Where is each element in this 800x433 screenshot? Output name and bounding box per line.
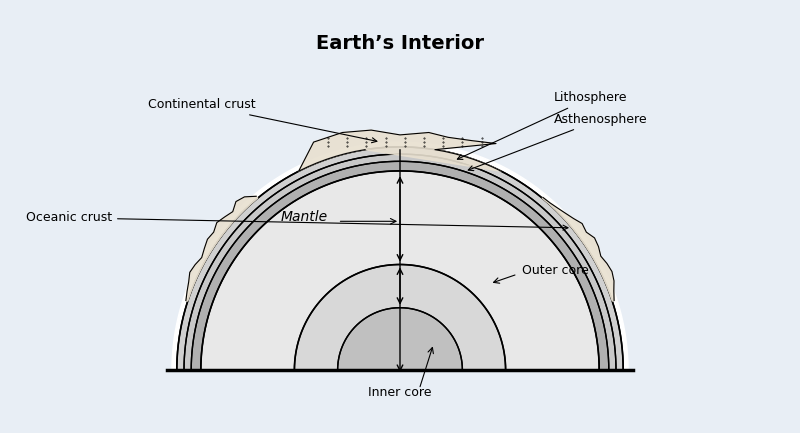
Text: Mantle: Mantle: [281, 210, 328, 224]
Polygon shape: [294, 265, 506, 370]
Text: Lithosphere: Lithosphere: [458, 91, 627, 159]
Polygon shape: [338, 308, 462, 370]
Polygon shape: [542, 197, 614, 301]
Polygon shape: [186, 196, 258, 301]
Polygon shape: [191, 162, 609, 370]
Text: Outer core: Outer core: [522, 264, 589, 277]
Polygon shape: [201, 171, 599, 370]
Text: Continental crust: Continental crust: [148, 98, 377, 143]
Polygon shape: [172, 142, 628, 370]
Text: Asthenosphere: Asthenosphere: [468, 113, 647, 171]
Polygon shape: [298, 130, 502, 171]
Text: Inner core: Inner core: [368, 387, 432, 400]
Polygon shape: [177, 147, 623, 370]
Text: Oceanic crust: Oceanic crust: [26, 211, 568, 230]
Text: Earth’s Interior: Earth’s Interior: [316, 34, 484, 53]
Polygon shape: [184, 154, 616, 370]
